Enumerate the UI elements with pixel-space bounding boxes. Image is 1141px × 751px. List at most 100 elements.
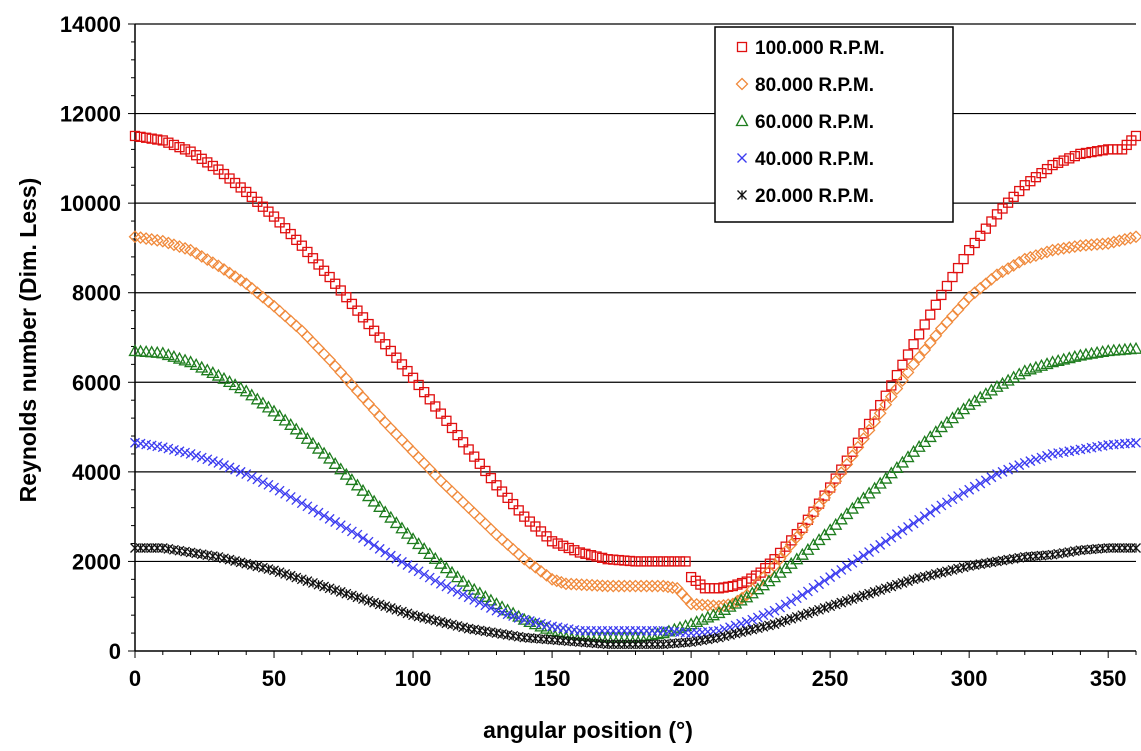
data-point <box>931 505 940 514</box>
data-point <box>954 264 963 273</box>
legend-label: 80.000 R.P.M. <box>755 75 874 96</box>
data-point <box>369 405 380 416</box>
data-point <box>975 392 986 402</box>
data-point <box>469 584 480 594</box>
data-point <box>280 311 291 322</box>
y-tick-label: 4000 <box>72 460 121 485</box>
data-point <box>374 411 385 422</box>
y-axis-title: Reynolds number (Dim. Less) <box>15 178 41 503</box>
data-point <box>346 379 357 390</box>
data-point <box>324 354 335 365</box>
data-point <box>969 396 980 406</box>
data-point <box>948 273 957 282</box>
legend: 100.000 R.P.M.80.000 R.P.M.60.000 R.P.M.… <box>715 27 953 222</box>
data-point <box>1125 233 1136 244</box>
data-point <box>898 526 907 535</box>
data-point <box>397 360 406 369</box>
data-point <box>402 440 413 451</box>
data-point <box>876 540 885 549</box>
data-point <box>498 487 507 496</box>
y-tick-label: 2000 <box>72 549 121 574</box>
y-tick-label: 12000 <box>60 102 121 127</box>
data-point <box>980 388 991 398</box>
data-point <box>915 330 924 339</box>
data-point <box>503 493 512 502</box>
data-point <box>391 429 402 440</box>
data-point <box>314 260 323 269</box>
data-point <box>296 325 307 336</box>
data-point <box>181 145 190 154</box>
data-point <box>1114 235 1125 246</box>
data-point <box>403 367 412 376</box>
data-point <box>347 299 356 308</box>
data-point <box>1065 154 1074 163</box>
data-point <box>241 386 252 396</box>
data-point <box>903 522 912 531</box>
data-point <box>564 543 573 552</box>
data-point <box>1108 237 1119 248</box>
data-point <box>942 281 951 290</box>
data-point <box>364 320 373 329</box>
legend-label: 60.000 R.P.M. <box>755 112 874 133</box>
data-series <box>130 131 1141 648</box>
data-point <box>1036 248 1047 259</box>
data-point <box>842 562 851 571</box>
data-point <box>1059 156 1068 165</box>
data-point <box>359 313 368 322</box>
legend-label: 20.000 R.P.M. <box>755 186 874 207</box>
data-point <box>491 529 502 540</box>
data-point <box>926 508 935 517</box>
x-tick-label: 0 <box>129 666 141 691</box>
data-point <box>959 255 968 264</box>
data-point <box>330 361 341 372</box>
data-point <box>513 549 524 560</box>
data-point <box>307 337 318 348</box>
data-point <box>192 151 201 160</box>
legend-label: 40.000 R.P.M. <box>755 149 874 170</box>
x-axis-title: angular position (°) <box>483 717 693 743</box>
data-point <box>358 392 369 403</box>
data-point <box>509 500 518 509</box>
data-point <box>570 546 579 555</box>
data-point <box>1054 158 1063 167</box>
data-point <box>413 452 424 463</box>
series-0 <box>131 131 1141 592</box>
data-point <box>197 154 206 163</box>
data-point <box>392 353 401 362</box>
data-point <box>203 158 212 167</box>
data-point <box>180 243 191 254</box>
data-point <box>809 583 818 592</box>
data-point <box>480 591 491 601</box>
data-point <box>331 279 340 288</box>
data-point <box>1042 246 1053 257</box>
data-point <box>909 340 918 349</box>
data-point <box>364 537 373 546</box>
data-point <box>815 580 824 589</box>
data-point <box>168 239 179 250</box>
data-point <box>302 331 313 342</box>
x-tick-label: 300 <box>951 666 988 691</box>
data-point <box>870 544 879 553</box>
data-point <box>163 238 174 249</box>
data-point <box>941 317 952 328</box>
y-tick-label: 8000 <box>72 281 121 306</box>
series-3 <box>131 438 1141 637</box>
data-point <box>848 447 857 456</box>
data-point <box>837 565 846 574</box>
data-point <box>1132 438 1141 447</box>
data-point <box>903 350 912 359</box>
data-point <box>958 298 969 309</box>
y-tick-label: 10000 <box>60 191 121 216</box>
data-point <box>452 491 463 502</box>
data-point <box>826 573 835 582</box>
data-point <box>359 534 368 543</box>
data-point <box>485 524 496 535</box>
data-point <box>497 534 508 545</box>
data-point <box>352 386 363 397</box>
data-point <box>909 519 918 528</box>
y-tick-label: 0 <box>109 639 121 664</box>
x-tick-label: 250 <box>812 666 849 691</box>
data-point <box>820 576 829 585</box>
data-point <box>286 230 295 239</box>
